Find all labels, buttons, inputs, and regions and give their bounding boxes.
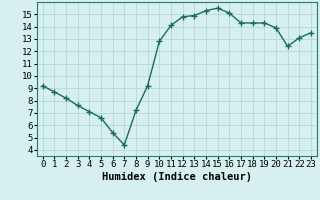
X-axis label: Humidex (Indice chaleur): Humidex (Indice chaleur) <box>102 172 252 182</box>
